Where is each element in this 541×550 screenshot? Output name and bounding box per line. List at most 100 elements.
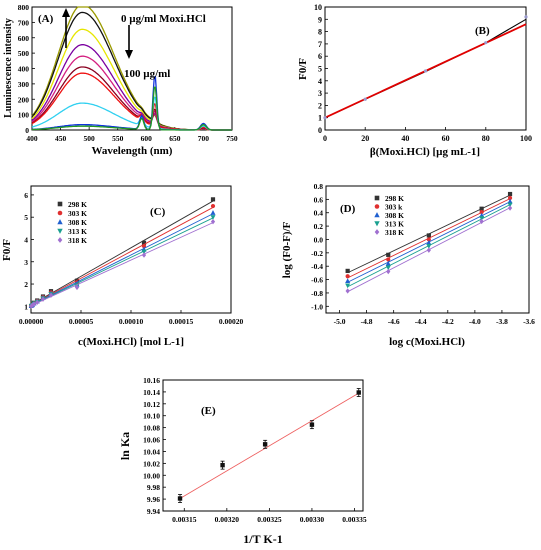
x-tick-label: 400 — [26, 134, 38, 143]
data-point — [210, 197, 216, 202]
legend-label: 318 K — [68, 236, 87, 245]
x-tick-label: 80 — [482, 134, 490, 143]
y-tick-label: -0.6 — [311, 276, 323, 285]
data-point — [479, 218, 484, 225]
y-tick-label: 0 — [318, 126, 322, 135]
x-tick-label: -3.8 — [496, 317, 508, 326]
data-point — [426, 233, 431, 238]
data-point — [386, 257, 391, 262]
x-tick-label: -4.6 — [388, 317, 400, 326]
y-ticks: -1.0 -0.8 -0.6 -0.4 -0.2 0.0 0.2 0.4 0.6 0.8 — [311, 182, 329, 311]
x-tick-label: 20 — [361, 134, 369, 143]
y-ticks: 0 1 2 3 4 5 6 7 8 9 10 — [314, 3, 328, 135]
x-tick-label: -4.4 — [415, 317, 427, 326]
data-point — [374, 212, 380, 218]
data-point — [507, 191, 513, 197]
legend-label: 308 K — [385, 211, 404, 220]
y-tick-label: 500 — [18, 49, 30, 58]
data-point — [363, 97, 367, 101]
y-tick-label: 10.08 — [143, 424, 160, 433]
x-tick-label: 40 — [401, 134, 409, 143]
legend-label: 303 k — [385, 203, 403, 212]
y-axis-label: F0/F — [297, 58, 309, 80]
data-point — [479, 206, 484, 211]
x-axis-label: log c(Moxi.HCl) — [389, 336, 465, 348]
data-point — [356, 390, 361, 395]
plot-frame — [325, 185, 530, 314]
x-tick-label: -4.8 — [361, 317, 373, 326]
fit-line — [179, 392, 359, 499]
y-tick-label: 10.14 — [143, 388, 160, 397]
data-point — [210, 218, 216, 225]
data-point — [309, 422, 315, 427]
data-point — [426, 244, 432, 249]
x-ticks: 0.00000 0.00005 0.00010 0.00015 0.00020 — [19, 310, 243, 326]
x-tick-label: -4.2 — [442, 317, 454, 326]
data-point — [385, 260, 391, 266]
x-ticks: -5.0 -4.8 -4.6 -4.4 -4.2 -4.0 -3.8 -3.6 — [334, 310, 535, 326]
y-tick-label: 0.6 — [314, 195, 324, 204]
data-point — [374, 221, 380, 227]
x-tick-label: -4.0 — [469, 317, 481, 326]
x-tick-label: 0.00010 — [119, 317, 144, 326]
data-point — [57, 219, 63, 225]
data-point — [345, 278, 351, 284]
data-point — [345, 274, 350, 279]
legend-label: 313 K — [68, 227, 87, 236]
x-axis-label: 1/T K-1 — [243, 532, 282, 546]
data-marks — [323, 15, 528, 120]
data-point — [262, 442, 268, 447]
data-point — [57, 201, 63, 207]
annotation-bottom: 100 µg/ml — [124, 68, 170, 80]
x-tick-label: 550 — [112, 134, 124, 143]
y-tick-label: 400 — [18, 65, 30, 74]
y-tick-label: 5 — [318, 65, 322, 74]
y-tick-label: 0.2 — [314, 222, 324, 231]
panel-b: 0 1 2 3 4 5 6 7 8 9 10 0 20 40 60 80 100 (B) β(Moxi.HCl… — [297, 3, 532, 158]
y-tick-label: 8 — [318, 28, 322, 37]
panel-a: 0 100 200 300 400 500 600 700 800 400 450 500 550 60… — [3, 3, 238, 157]
x-axis-label: β(Moxi.HCl) [µg mL-1] — [370, 146, 480, 158]
y-axis-label: F0/F — [1, 239, 13, 261]
data-point — [374, 229, 380, 235]
data-point — [507, 205, 513, 211]
data-point — [374, 195, 380, 201]
fit-line — [31, 213, 214, 306]
data-marks — [345, 191, 513, 294]
x-axis-label: Wavelength (nm) — [92, 145, 173, 157]
panel-label: (E) — [201, 405, 216, 417]
x-tick-label: 0.00015 — [169, 317, 194, 326]
data-point — [507, 195, 513, 201]
spectrum-line — [31, 44, 232, 131]
x-tick-label: 100 — [520, 134, 532, 143]
legend-label: 308 K — [68, 218, 87, 227]
data-point — [479, 209, 484, 215]
data-point — [484, 41, 488, 45]
data-point — [386, 268, 391, 275]
y-tick-label: -1.0 — [311, 302, 323, 311]
x-tick-label: 650 — [169, 134, 181, 143]
y-tick-label: 10.10 — [143, 412, 160, 421]
data-point — [35, 299, 40, 306]
data-point — [374, 204, 380, 209]
y-tick-label: 0.4 — [314, 209, 324, 218]
x-tick-label: 0.00005 — [69, 317, 94, 326]
y-tick-label: 10.16 — [143, 376, 160, 385]
y-tick-label: 9 — [318, 15, 322, 24]
panel-label: (C) — [150, 206, 166, 218]
data-point — [426, 240, 432, 245]
x-tick-label: 0.00330 — [300, 515, 325, 524]
y-tick-label: 9.98 — [147, 483, 160, 492]
y-tick-label: 10.04 — [143, 447, 160, 456]
y-axis-label: log (F0-F)/F — [281, 221, 293, 278]
panel-label: (D) — [340, 203, 356, 215]
y-tick-label: 600 — [18, 34, 30, 43]
y-ticks: 9.94 9.96 9.98 10.00 10.02 10.04 10.06 10.08 10.… — [143, 376, 166, 516]
x-tick-label: -5.0 — [334, 317, 346, 326]
data-point — [210, 203, 216, 209]
data-point — [345, 288, 350, 294]
data-marks — [177, 388, 361, 503]
y-tick-label: 2 — [24, 280, 28, 289]
y-tick-label: 10.00 — [143, 471, 160, 480]
